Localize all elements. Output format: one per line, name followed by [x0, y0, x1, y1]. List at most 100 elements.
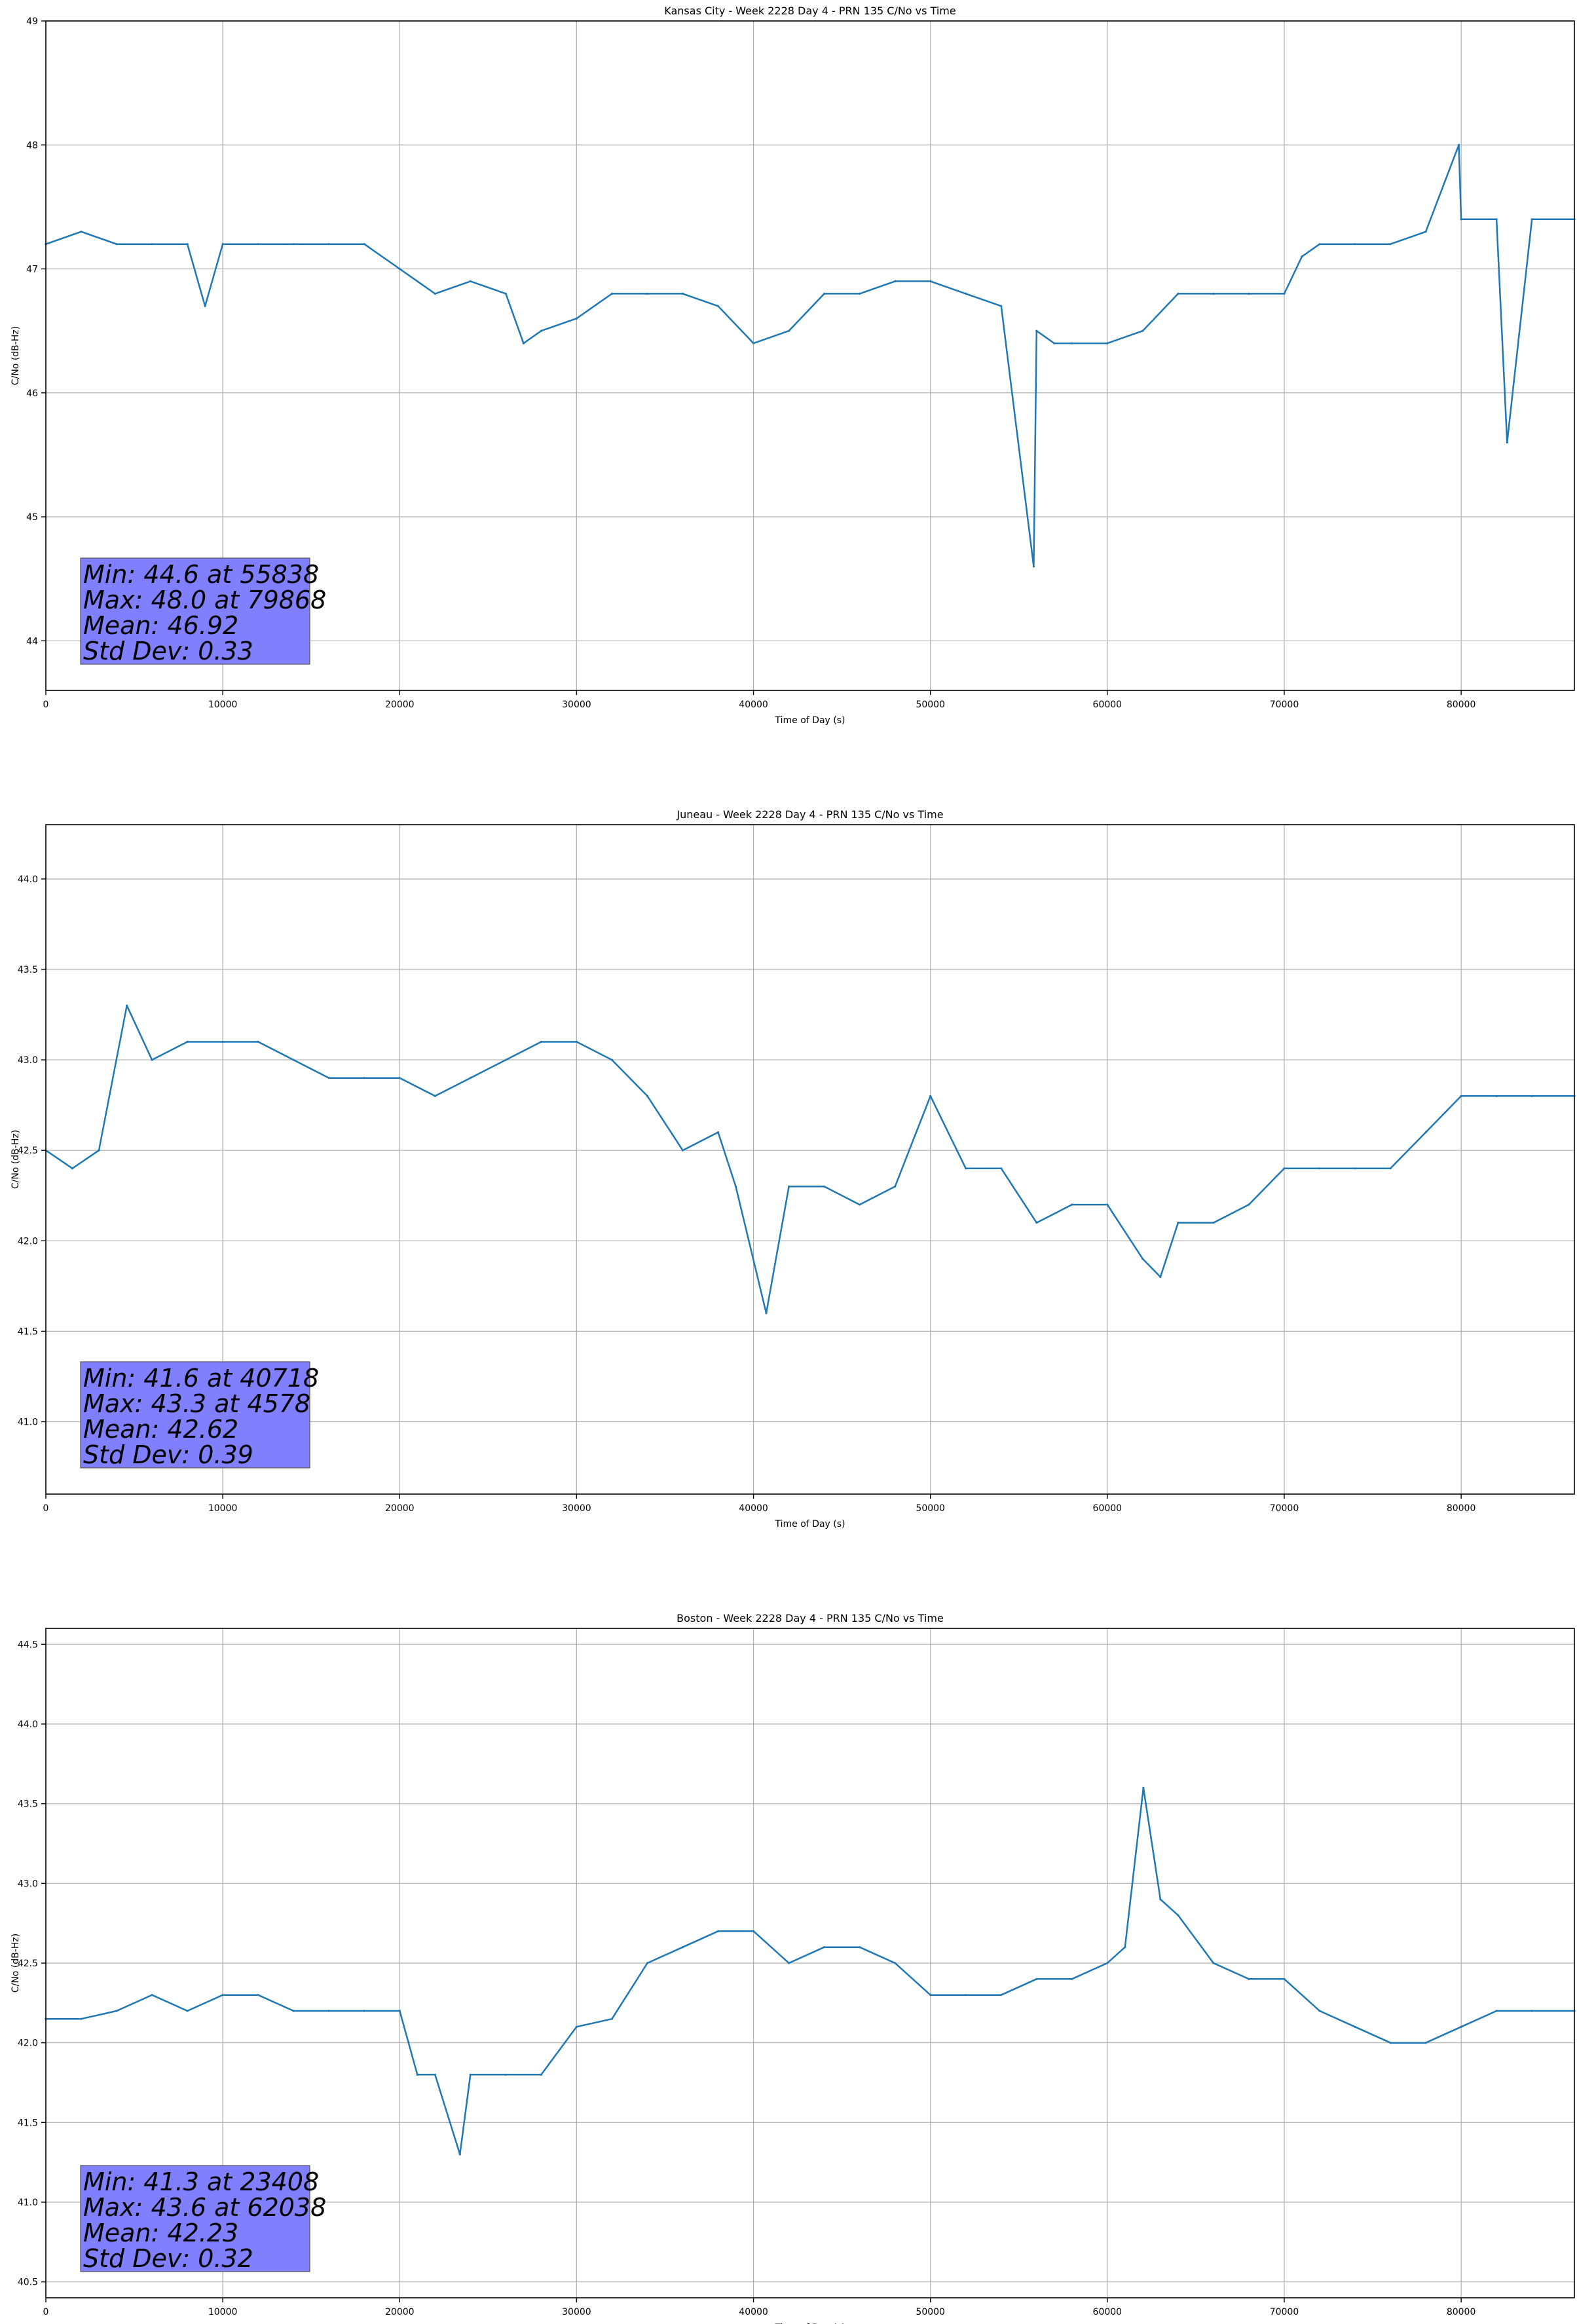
x-tick-label: 0	[43, 2307, 49, 2317]
data-point	[80, 2017, 83, 2020]
y-axis-label: C/No (dB-Hz)	[10, 326, 21, 385]
data-point	[1460, 218, 1462, 221]
data-point	[1354, 243, 1356, 246]
y-tick-label: 49	[26, 16, 38, 27]
x-tick-label: 0	[43, 1503, 49, 1514]
x-tick-label: 70000	[1270, 2307, 1299, 2317]
x-tick-label: 50000	[916, 1503, 945, 1514]
y-tick-label: 42.5	[18, 1959, 38, 1969]
data-point	[363, 2010, 365, 2012]
stats-line: Max: 48.0 at 79868	[83, 586, 326, 614]
data-point	[327, 1077, 330, 1079]
data-point	[1177, 292, 1179, 295]
data-point	[1124, 1946, 1126, 1949]
data-point	[1283, 1167, 1286, 1170]
data-point	[1106, 1962, 1109, 1964]
y-tick-label: 43.0	[18, 1879, 38, 1889]
data-point	[151, 1059, 153, 1061]
data-point	[434, 1095, 436, 1097]
data-point	[752, 1930, 755, 1932]
data-point	[1032, 565, 1035, 568]
y-tick-label: 41.0	[18, 2198, 38, 2208]
data-point	[458, 2153, 461, 2156]
data-point	[1318, 1167, 1321, 1170]
data-point	[1248, 1977, 1250, 1980]
x-tick-label: 30000	[562, 700, 591, 710]
data-point	[292, 243, 295, 246]
data-point	[1354, 1167, 1356, 1170]
x-tick-label: 40000	[739, 1503, 768, 1514]
data-point	[716, 305, 720, 307]
data-point	[469, 1077, 472, 1079]
data-point	[1318, 2010, 1321, 2012]
x-tick-label: 10000	[208, 700, 238, 710]
data-point	[1053, 342, 1056, 345]
y-tick-label: 42.0	[18, 1236, 38, 1246]
data-point	[1531, 1095, 1533, 1097]
stats-line: Std Dev: 0.33	[83, 637, 253, 665]
x-tick-label: 30000	[562, 1503, 591, 1514]
data-point	[575, 1040, 578, 1043]
x-tick-label: 20000	[385, 2307, 415, 2317]
x-axis-label: Time of Day (s)	[775, 715, 845, 726]
data-point	[787, 329, 790, 332]
data-point	[257, 1040, 259, 1043]
x-tick-label: 60000	[1093, 2307, 1122, 2317]
y-tick-label: 44.5	[18, 1640, 38, 1650]
data-point	[1212, 1962, 1215, 1964]
data-point	[1389, 1167, 1392, 1170]
y-tick-label: 40.5	[18, 2277, 38, 2288]
data-point	[292, 1059, 295, 1061]
data-point	[398, 267, 401, 271]
data-point	[765, 1312, 768, 1315]
x-axis-label: Time of Day (s)	[775, 1519, 845, 1529]
y-tick-label: 44.0	[18, 874, 38, 885]
data-point	[363, 243, 365, 246]
data-point	[71, 1167, 74, 1170]
data-point	[504, 292, 507, 295]
data-point	[1457, 143, 1460, 146]
data-point	[716, 1930, 720, 1932]
stats-line: Mean: 42.62	[83, 1415, 238, 1444]
data-point	[1283, 1977, 1286, 1980]
data-point	[1035, 1222, 1038, 1224]
data-point	[929, 280, 932, 283]
stats-line: Max: 43.3 at 4578	[83, 1389, 310, 1418]
y-tick-label: 41.0	[18, 1417, 38, 1428]
x-tick-label: 30000	[562, 2307, 591, 2317]
data-point	[1531, 2010, 1533, 2012]
data-point	[1318, 243, 1321, 246]
data-point	[1000, 305, 1003, 307]
data-point	[1141, 1258, 1144, 1260]
y-tick-label: 43.0	[18, 1055, 38, 1066]
axes-frame	[45, 824, 1575, 1495]
y-tick-label: 45	[26, 512, 38, 523]
stats-line: Std Dev: 0.32	[83, 2244, 253, 2273]
chart-panel-1: 0 10000 20000 30000 40000 50000 60000 70000 8000…	[10, 5, 1576, 726]
y-axis-label: C/No (dB-Hz)	[10, 1934, 21, 1993]
stats-box	[80, 1361, 310, 1469]
y-tick-label: 44.0	[18, 1719, 38, 1730]
stats-box	[80, 2165, 310, 2272]
stats-line: Mean: 46.92	[83, 611, 238, 640]
data-point	[1424, 2042, 1427, 2044]
x-tick-label: 80000	[1447, 1503, 1476, 1514]
x-tick-label: 50000	[916, 2307, 945, 2317]
data-point	[98, 1149, 100, 1152]
data-point	[787, 1962, 790, 1964]
data-point	[965, 1994, 967, 1996]
chart-title: Juneau - Week 2228 Day 4 - PRN 135 C/No …	[676, 808, 943, 821]
data-point	[1000, 1994, 1003, 1996]
data-point	[716, 1131, 720, 1134]
data-point	[1106, 1203, 1109, 1206]
data-point	[752, 342, 755, 345]
data-point	[151, 1994, 153, 1996]
data-point	[1424, 231, 1427, 233]
y-tick-label: 44	[26, 636, 38, 647]
y-axis-label: C/No (dB-Hz)	[10, 1130, 21, 1189]
stats-line: Min: 41.3 at 23408	[83, 2167, 319, 2196]
data-point	[646, 1095, 649, 1097]
data-point	[327, 243, 330, 246]
